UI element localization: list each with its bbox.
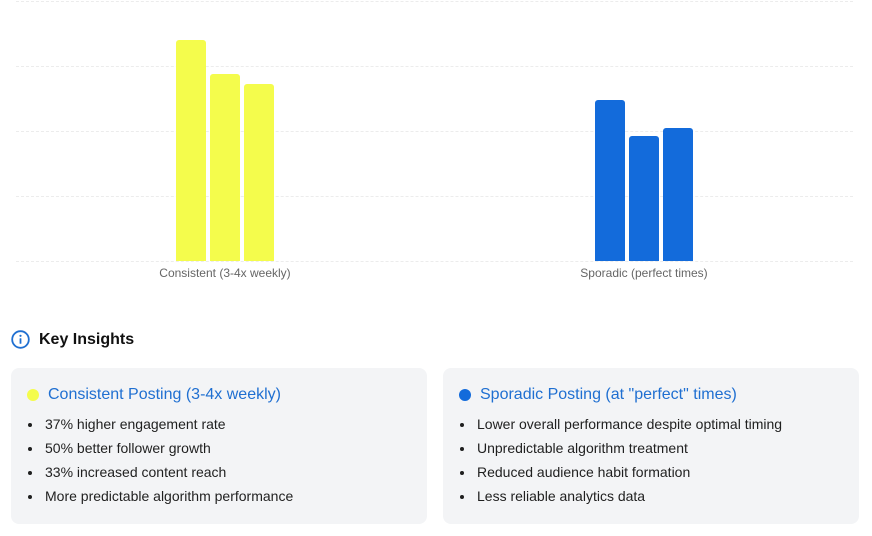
gridline xyxy=(16,196,853,197)
insight-card-sporadic: Sporadic Posting (at "perfect" times) Lo… xyxy=(443,368,859,524)
list-item: 33% increased content reach xyxy=(27,460,411,484)
gridline xyxy=(16,261,853,262)
list-item: Reduced audience habit formation xyxy=(459,460,843,484)
list-item: Less reliable analytics data xyxy=(459,484,843,508)
bar-chart: Consistent (3-4x weekly) Sporadic (perfe… xyxy=(16,1,853,280)
yellow-dot-icon xyxy=(27,389,39,401)
blue-dot-icon xyxy=(459,389,471,401)
card-title: Consistent Posting (3-4x weekly) xyxy=(48,386,281,403)
gridline xyxy=(16,66,853,67)
insight-list: 37% higher engagement rate 50% better fo… xyxy=(27,412,411,508)
bar xyxy=(176,40,206,261)
category-label-sporadic: Sporadic (perfect times) xyxy=(580,266,708,280)
info-icon xyxy=(11,330,30,349)
insight-list: Lower overall performance despite optima… xyxy=(459,412,843,508)
card-title: Sporadic Posting (at "perfect" times) xyxy=(480,386,737,403)
bar xyxy=(244,84,274,261)
insights-header: Key Insights xyxy=(11,330,134,349)
category-label-consistent: Consistent (3-4x weekly) xyxy=(159,266,291,280)
gridline xyxy=(16,131,853,132)
list-item: Lower overall performance despite optima… xyxy=(459,412,843,436)
insights-title: Key Insights xyxy=(39,330,135,348)
bar xyxy=(629,136,659,261)
gridline xyxy=(16,1,853,2)
list-item: More predictable algorithm performance xyxy=(27,484,411,508)
insight-card-consistent: Consistent Posting (3-4x weekly) 37% hig… xyxy=(11,368,427,524)
bar xyxy=(210,74,240,261)
bar xyxy=(663,128,693,261)
list-item: 37% higher engagement rate xyxy=(27,412,411,436)
bar xyxy=(595,100,625,261)
list-item: 50% better follower growth xyxy=(27,436,411,460)
list-item: Unpredictable algorithm treatment xyxy=(459,436,843,460)
